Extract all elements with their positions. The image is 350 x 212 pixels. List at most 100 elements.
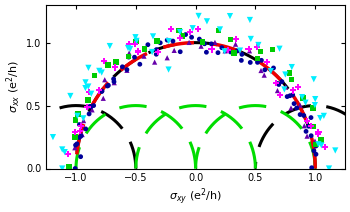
Point xyxy=(50,135,56,139)
Point xyxy=(186,41,192,44)
Point xyxy=(294,106,300,110)
Point xyxy=(290,89,296,92)
Point xyxy=(73,118,78,122)
Point xyxy=(271,66,276,70)
Point xyxy=(310,125,316,128)
Point xyxy=(126,55,132,59)
Point xyxy=(85,105,90,109)
Point xyxy=(300,96,306,100)
Point xyxy=(326,167,332,170)
Point xyxy=(233,43,238,46)
Point xyxy=(135,50,141,53)
Point xyxy=(99,89,105,93)
Point xyxy=(275,89,280,92)
Point xyxy=(304,119,310,122)
Point xyxy=(126,42,132,45)
Point xyxy=(86,91,92,94)
Point xyxy=(86,66,91,70)
Point xyxy=(85,99,91,102)
Point xyxy=(164,38,170,42)
Point xyxy=(126,55,131,58)
Point xyxy=(89,108,95,112)
Point xyxy=(86,112,92,116)
Point xyxy=(268,70,274,73)
Point xyxy=(172,49,177,52)
Point xyxy=(75,112,80,116)
Point xyxy=(166,39,172,43)
Point xyxy=(227,14,233,18)
Point xyxy=(83,127,89,131)
Y-axis label: $\sigma_{xx}$ (e$^2$/h): $\sigma_{xx}$ (e$^2$/h) xyxy=(5,60,23,113)
Point xyxy=(219,46,225,49)
Point xyxy=(258,69,264,72)
Point xyxy=(313,144,319,148)
Point xyxy=(202,42,207,45)
Point xyxy=(142,47,147,50)
Point xyxy=(311,149,317,152)
Point xyxy=(124,69,130,72)
Point xyxy=(190,26,196,30)
Point xyxy=(92,74,97,77)
Point xyxy=(310,106,316,110)
Point xyxy=(291,102,297,105)
Point xyxy=(289,78,294,81)
Point xyxy=(261,73,267,77)
Point xyxy=(66,165,72,168)
Point xyxy=(83,86,88,90)
Point xyxy=(106,84,111,87)
Point xyxy=(154,48,159,51)
Point xyxy=(132,56,137,59)
Point xyxy=(125,46,131,50)
Point xyxy=(183,33,188,36)
Point xyxy=(255,61,260,64)
Point xyxy=(113,60,119,64)
Point xyxy=(149,50,155,54)
Point xyxy=(289,65,295,69)
Point xyxy=(297,103,303,107)
Point xyxy=(177,36,183,40)
Point xyxy=(275,82,281,85)
Point xyxy=(105,84,110,88)
Point xyxy=(239,59,244,62)
Point xyxy=(120,65,125,68)
Point xyxy=(318,144,324,147)
Point xyxy=(303,101,308,104)
Point xyxy=(72,146,78,149)
Point xyxy=(246,47,251,50)
Point xyxy=(233,38,239,41)
Point xyxy=(87,105,92,108)
Point xyxy=(154,39,160,43)
Point xyxy=(318,138,324,142)
Point xyxy=(322,146,328,149)
Point xyxy=(124,68,130,71)
Point xyxy=(168,27,174,30)
Point xyxy=(77,129,83,132)
Point xyxy=(290,93,295,97)
Point xyxy=(158,41,163,45)
Point xyxy=(301,114,307,117)
Point xyxy=(133,40,139,43)
Point xyxy=(204,50,209,54)
Point xyxy=(73,144,78,147)
Point xyxy=(313,143,319,146)
Point xyxy=(187,31,192,34)
Point xyxy=(85,85,91,88)
Point xyxy=(234,49,240,53)
Point xyxy=(100,97,106,100)
Point xyxy=(126,51,132,55)
Point xyxy=(97,69,102,73)
Point xyxy=(141,54,147,58)
Point xyxy=(170,39,176,43)
Point xyxy=(222,50,228,53)
Point xyxy=(72,167,78,170)
Point xyxy=(321,114,327,118)
Point xyxy=(152,60,158,64)
Point xyxy=(284,95,290,98)
Point xyxy=(198,45,204,48)
Point xyxy=(254,45,260,49)
Point xyxy=(62,151,68,154)
Point xyxy=(81,119,86,122)
Point xyxy=(288,106,294,110)
Point xyxy=(312,103,318,107)
Point xyxy=(308,134,314,137)
